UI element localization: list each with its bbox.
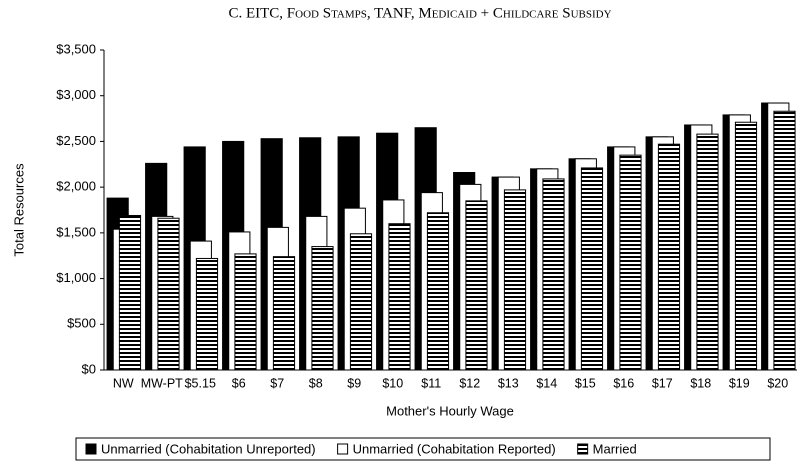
bar — [195, 257, 219, 371]
legend-label: Unmarried (Cohabitation Reported) — [353, 441, 556, 456]
x-tick-label: $5.15 — [185, 376, 216, 390]
bar — [696, 133, 719, 371]
bar — [734, 121, 758, 371]
x-tick-label: $13 — [498, 376, 519, 390]
x-tick-label: $20 — [767, 376, 788, 390]
bar — [349, 233, 373, 371]
legend-swatch — [577, 443, 589, 455]
x-tick-label: NW — [113, 376, 134, 390]
bar — [311, 246, 334, 371]
y-tick-label: $3,000 — [56, 87, 96, 102]
bar — [580, 167, 604, 371]
x-tick-label: $12 — [459, 376, 480, 390]
legend-swatch — [337, 443, 349, 455]
x-tick-label: $7 — [270, 376, 284, 390]
bar — [773, 110, 796, 371]
y-tick-label: $1,000 — [56, 270, 96, 285]
y-tick-label: $2,500 — [56, 133, 96, 148]
bar — [426, 212, 450, 371]
y-tick-label: $500 — [67, 316, 96, 331]
x-tick-label: $16 — [613, 376, 634, 390]
legend-swatch — [85, 443, 97, 455]
x-tick-label: MW-PT — [141, 376, 183, 390]
x-tick-label: $11 — [421, 376, 441, 390]
bar — [157, 217, 180, 371]
bar — [657, 143, 681, 371]
x-tick-label: $17 — [652, 376, 673, 390]
x-tick-label: $18 — [690, 376, 711, 390]
legend-label: Unmarried (Cohabitation Unreported) — [101, 441, 316, 456]
y-tick-label: $3,500 — [56, 41, 96, 56]
x-tick-label: $15 — [575, 376, 596, 390]
bar — [388, 223, 411, 371]
y-axis-label: Total Resources — [11, 163, 26, 257]
legend-label: Married — [593, 441, 637, 456]
x-axis-label: Mother's Hourly Wage — [386, 403, 514, 418]
x-tick-label: $6 — [232, 376, 246, 390]
y-tick-label: $0 — [82, 361, 96, 376]
legend-box — [75, 437, 771, 461]
x-tick-label: $10 — [382, 376, 403, 390]
x-tick-label: $9 — [347, 376, 361, 390]
bar — [619, 154, 642, 371]
x-tick-label: $19 — [729, 376, 750, 390]
bar — [118, 214, 142, 371]
bar — [272, 256, 296, 371]
y-tick-label: $1,500 — [56, 224, 96, 239]
chart-title: C. EITC, Food Stamps, TANF, Medicaid + C… — [228, 5, 611, 21]
x-tick-label: $8 — [309, 376, 323, 390]
bar — [234, 253, 257, 371]
bar — [542, 178, 565, 371]
x-tick-label: $14 — [536, 376, 557, 390]
y-tick-label: $2,000 — [56, 179, 96, 194]
bar — [465, 200, 488, 371]
bar — [503, 189, 527, 371]
